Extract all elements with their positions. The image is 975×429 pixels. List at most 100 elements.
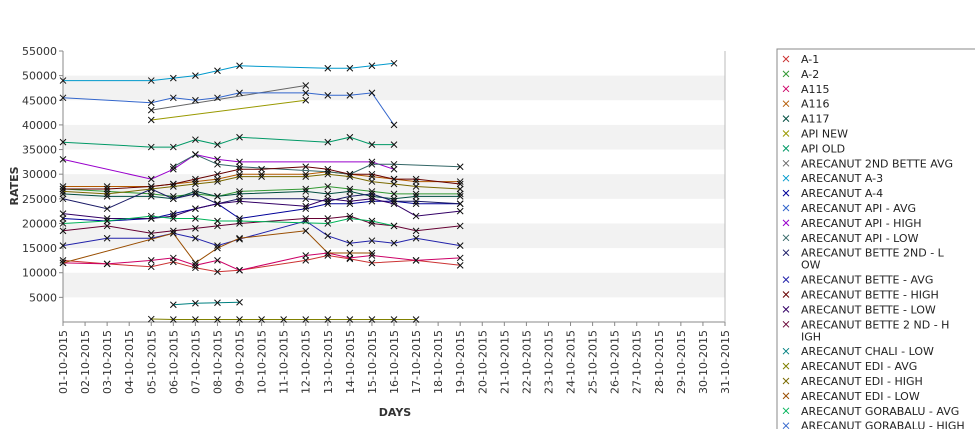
data-point	[368, 160, 376, 168]
data-point	[214, 316, 221, 323]
grid-band	[63, 223, 725, 249]
data-point	[147, 257, 155, 264]
x-tick-label: 12-10-2015	[300, 330, 313, 394]
series	[169, 298, 243, 309]
legend-marker	[782, 85, 790, 93]
legend-marker	[782, 291, 790, 298]
legend-entry-label: A117	[801, 113, 830, 126]
x-tick-label: 28-10-2015	[653, 330, 666, 394]
series	[59, 89, 398, 129]
data-point	[103, 185, 111, 193]
data-point	[324, 165, 332, 173]
data-point	[147, 77, 155, 84]
data-point	[390, 180, 398, 188]
data-point	[390, 239, 398, 247]
data-point	[324, 195, 332, 203]
data-point	[324, 170, 332, 178]
legend-entry-label: API NEW	[801, 128, 848, 141]
data-point	[169, 301, 177, 309]
data-point	[192, 299, 199, 307]
data-point	[169, 143, 177, 151]
x-tick-label: 13-10-2015	[322, 330, 335, 394]
data-point	[236, 163, 243, 171]
legend-entry-label: A-2	[801, 68, 819, 81]
data-point	[214, 160, 221, 168]
data-point	[456, 207, 464, 215]
data-point	[214, 170, 221, 178]
data-point	[302, 89, 310, 97]
data-point	[346, 212, 354, 220]
series-line	[151, 99, 306, 121]
data-point	[258, 316, 265, 323]
data-point	[302, 227, 310, 235]
series-line	[62, 198, 461, 219]
data-point	[302, 202, 310, 210]
x-tick-label: 29-10-2015	[675, 330, 688, 394]
data-point	[214, 156, 221, 163]
legend-marker	[782, 347, 790, 355]
data-point	[456, 190, 464, 198]
x-tick-label: 30-10-2015	[697, 330, 710, 394]
legend-entry-label: ARECANUT EDI - LOW	[801, 390, 920, 403]
legend-entry-label: ARECANUT BETTE - AVG	[801, 274, 933, 287]
series-line	[62, 185, 461, 197]
data-point	[169, 74, 177, 82]
data-point	[169, 165, 177, 173]
data-point	[59, 156, 67, 163]
data-point	[456, 185, 464, 193]
grid-band	[63, 75, 725, 101]
y-tick-label: 40000	[22, 119, 57, 132]
data-point	[390, 222, 398, 230]
data-point	[368, 89, 376, 97]
data-point	[147, 99, 155, 107]
legend-marker	[782, 219, 790, 227]
legend-entry-label: ARECANUT A-4	[801, 187, 883, 200]
series	[59, 249, 464, 274]
data-point	[302, 82, 310, 89]
data-point	[147, 190, 155, 198]
data-point	[236, 235, 243, 243]
data-point	[147, 143, 155, 151]
data-point	[214, 178, 221, 185]
data-point	[302, 252, 310, 259]
data-point	[346, 316, 354, 323]
data-point	[390, 190, 398, 198]
data-point	[324, 91, 332, 99]
data-point	[346, 255, 354, 263]
x-tick-label: 20-10-2015	[476, 330, 489, 394]
data-point	[368, 195, 376, 203]
data-point	[59, 185, 67, 193]
x-tick-label: 07-10-2015	[189, 330, 202, 394]
series-line	[173, 301, 240, 306]
y-tick-label: 5000	[29, 291, 57, 304]
data-point	[412, 316, 420, 323]
series	[59, 197, 464, 225]
data-point	[324, 64, 332, 72]
data-point	[192, 180, 199, 188]
data-point	[346, 64, 354, 72]
legend-entry-label: A115	[801, 83, 830, 96]
x-tick-label: 31-10-2015	[719, 330, 732, 394]
grid-bands	[63, 75, 725, 298]
data-point	[192, 234, 199, 242]
legend-marker	[782, 306, 790, 313]
data-point	[236, 158, 243, 166]
data-point	[59, 210, 67, 217]
legend-entry-label: ARECANUT 2ND BETTE AVG	[801, 157, 953, 170]
data-point	[192, 259, 199, 267]
data-point	[147, 175, 155, 183]
data-point	[346, 185, 354, 193]
data-point	[258, 165, 265, 173]
series	[59, 252, 464, 276]
data-point	[324, 232, 332, 240]
data-point	[456, 242, 464, 249]
series	[147, 96, 310, 124]
data-point	[214, 141, 221, 148]
data-point	[59, 227, 67, 235]
data-point	[412, 257, 420, 264]
data-point	[236, 62, 243, 70]
series	[59, 151, 398, 183]
series-lines	[59, 59, 464, 323]
series	[59, 212, 398, 230]
